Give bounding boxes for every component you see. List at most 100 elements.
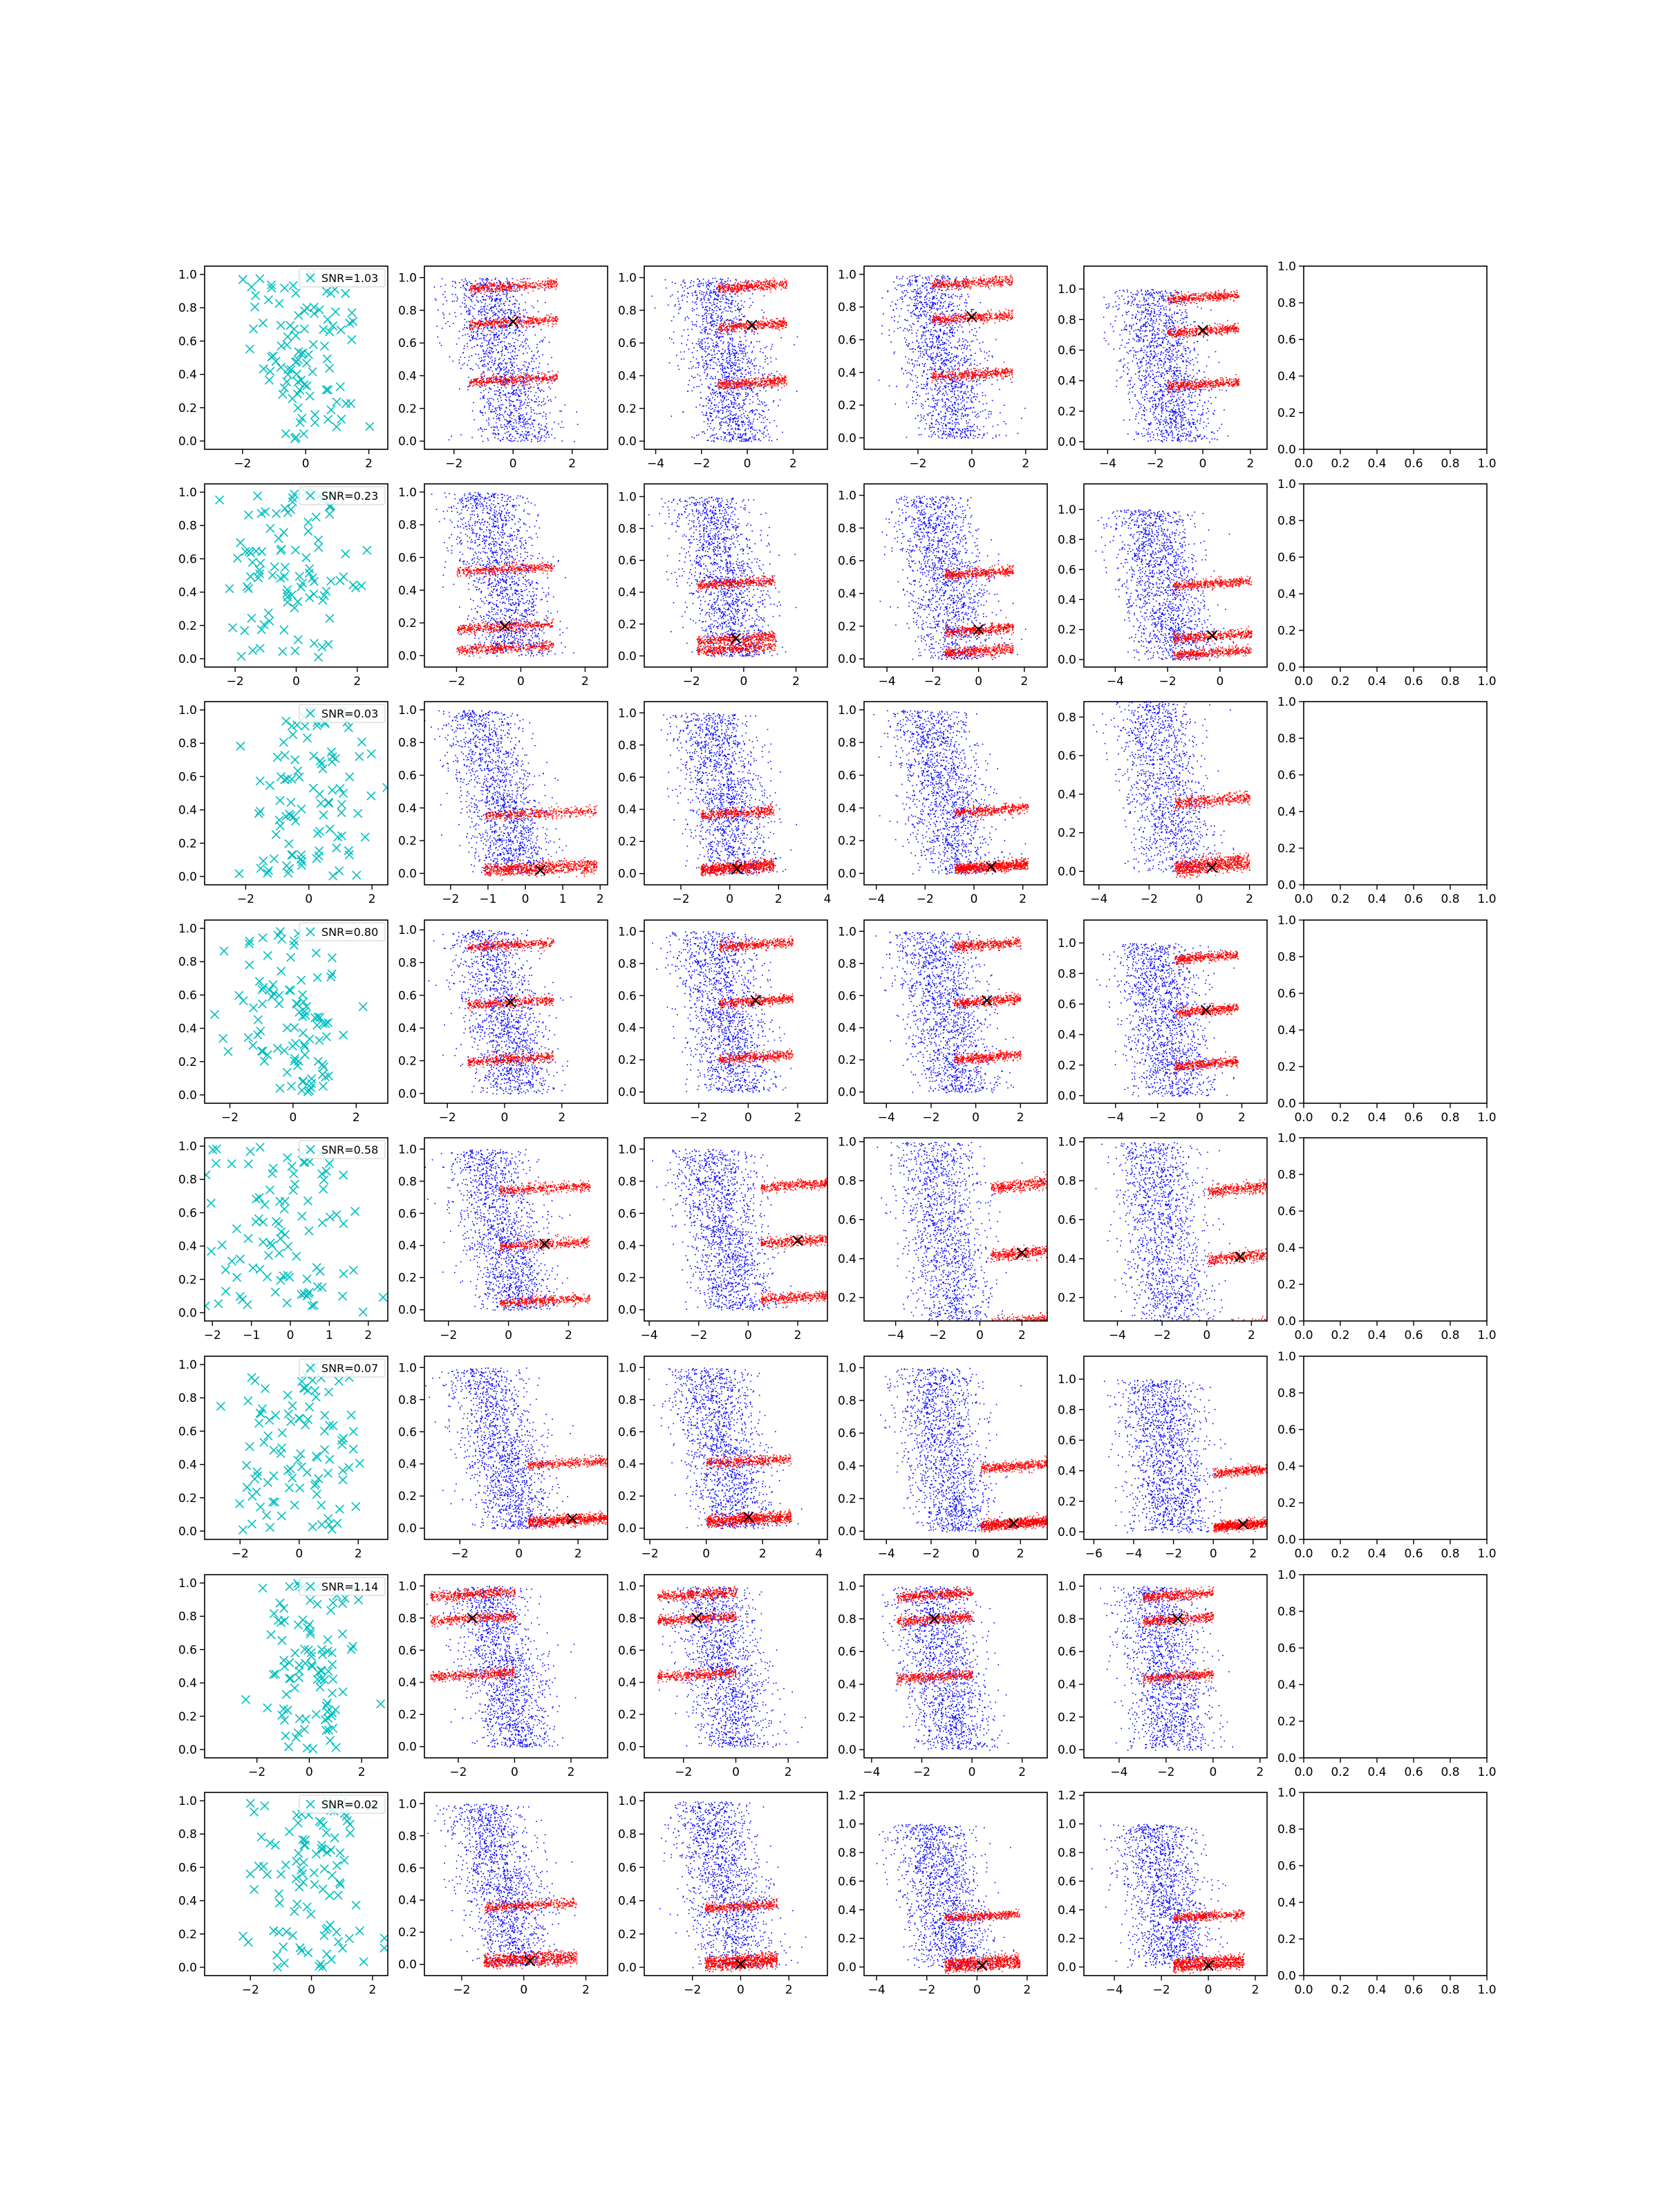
blue-point <box>494 339 495 341</box>
blue-point <box>731 321 733 323</box>
blue-point <box>482 398 484 400</box>
red-point <box>496 378 497 379</box>
blue-point <box>745 355 747 357</box>
blue-point <box>509 344 511 345</box>
blue-point <box>505 375 507 376</box>
blue-point <box>514 426 515 427</box>
blue-point <box>753 419 755 420</box>
blue-point <box>484 310 485 312</box>
red-point <box>552 319 553 320</box>
red-point <box>773 375 774 376</box>
blue-point <box>684 319 686 321</box>
blue-point <box>500 409 501 411</box>
blue-point <box>472 411 474 412</box>
red-point <box>541 373 543 375</box>
blue-point <box>724 351 726 353</box>
blue-point <box>532 424 534 425</box>
red-point <box>543 284 545 285</box>
red-point <box>729 293 731 294</box>
blue-point <box>743 356 744 357</box>
red-point <box>758 321 759 323</box>
blue-point <box>717 437 718 438</box>
blue-point <box>518 413 520 414</box>
blue-point <box>706 285 707 286</box>
blue-point <box>499 418 500 419</box>
blue-point <box>525 393 527 395</box>
red-point <box>539 317 541 319</box>
blue-point <box>561 411 562 412</box>
blue-point <box>502 341 503 342</box>
red-point <box>555 317 556 319</box>
blue-point <box>774 400 775 402</box>
red-point <box>489 285 491 287</box>
blue-point <box>449 356 451 357</box>
red-point <box>489 330 491 331</box>
blue-point <box>482 311 483 312</box>
blue-point <box>526 368 527 370</box>
blue-point <box>534 401 536 402</box>
blue-point <box>729 378 730 379</box>
blue-point <box>763 388 765 389</box>
blue-point <box>742 348 744 349</box>
blue-point <box>496 299 497 301</box>
blue-point <box>759 429 760 431</box>
blue-point <box>749 425 750 427</box>
blue-point <box>471 301 473 303</box>
red-point <box>503 322 504 324</box>
red-point <box>777 282 778 283</box>
blue-point <box>729 406 731 408</box>
red-point <box>767 384 768 386</box>
blue-point <box>470 283 471 284</box>
blue-point <box>751 441 752 442</box>
blue-point <box>747 395 748 397</box>
blue-point <box>738 370 740 371</box>
blue-point <box>724 294 726 296</box>
red-point <box>501 325 503 326</box>
blue-point <box>688 384 689 386</box>
red-point <box>773 377 774 379</box>
red-point <box>532 288 534 289</box>
blue-point <box>733 364 735 365</box>
blue-point <box>720 365 721 366</box>
blue-point <box>717 385 718 386</box>
blue-point <box>699 375 700 377</box>
blue-point <box>486 326 487 328</box>
blue-point <box>486 295 487 297</box>
red-point <box>535 286 536 288</box>
blue-point <box>507 349 509 350</box>
blue-point <box>766 426 767 427</box>
blue-point <box>704 365 705 366</box>
blue-point <box>491 427 492 429</box>
red-point <box>471 292 472 294</box>
blue-point <box>499 420 500 421</box>
blue-point <box>507 299 508 301</box>
blue-point <box>478 286 480 288</box>
blue-point <box>757 281 758 282</box>
blue-point <box>739 364 740 365</box>
blue-point <box>514 390 516 391</box>
blue-point <box>722 337 723 338</box>
red-point <box>505 289 507 290</box>
red-point <box>523 279 524 280</box>
blue-point <box>769 436 771 438</box>
blue-point <box>693 438 695 439</box>
blue-point <box>514 359 515 360</box>
blue-point <box>697 308 698 310</box>
blue-point <box>465 319 466 320</box>
blue-point <box>734 364 735 366</box>
blue-point <box>541 389 543 391</box>
red-point <box>517 374 518 375</box>
blue-point <box>742 386 744 387</box>
blue-point <box>760 390 761 391</box>
blue-point <box>675 283 676 284</box>
blue-point <box>742 351 744 353</box>
blue-point <box>720 318 721 319</box>
blue-point <box>724 436 726 438</box>
blue-point <box>525 435 527 437</box>
blue-point <box>506 400 507 402</box>
blue-point <box>478 328 480 330</box>
blue-point <box>538 373 540 374</box>
blue-point <box>503 391 504 392</box>
blue-point <box>708 298 709 299</box>
blue-point <box>757 419 758 420</box>
